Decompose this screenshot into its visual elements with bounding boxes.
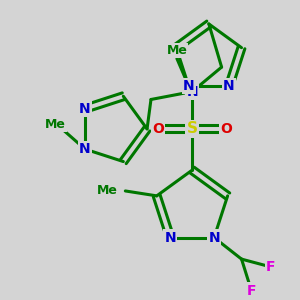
Text: O: O <box>152 122 164 136</box>
Text: F: F <box>247 284 256 298</box>
Text: O: O <box>220 122 232 136</box>
Text: N: N <box>183 79 194 93</box>
Text: N: N <box>164 230 176 244</box>
Text: N: N <box>79 142 91 156</box>
Text: N: N <box>208 230 220 244</box>
Text: Me: Me <box>45 118 66 131</box>
Text: N: N <box>186 85 198 99</box>
Text: Me: Me <box>167 44 187 57</box>
Text: S: S <box>187 122 198 136</box>
Text: F: F <box>266 260 276 274</box>
Text: Me: Me <box>97 184 118 197</box>
Text: N: N <box>79 102 91 116</box>
Text: N: N <box>223 79 235 93</box>
